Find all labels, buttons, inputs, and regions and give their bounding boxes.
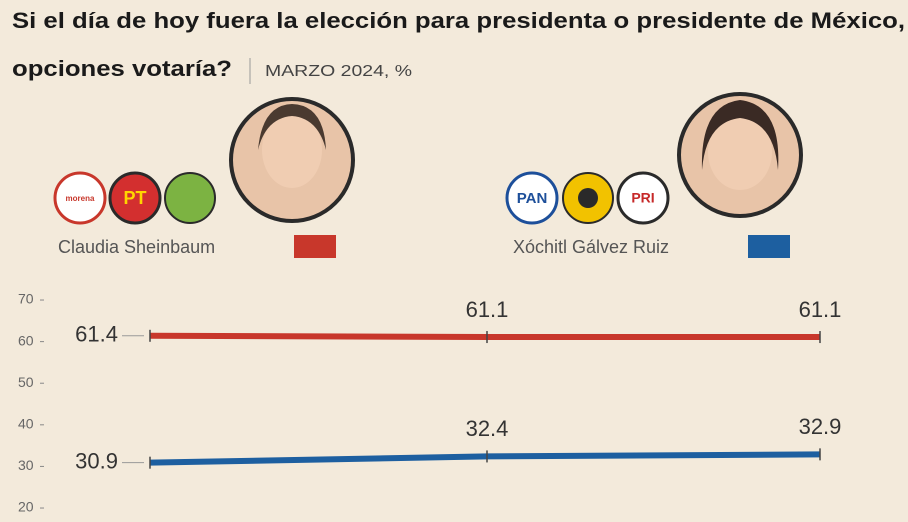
y-tick-label: 20 bbox=[18, 499, 34, 515]
party-logo bbox=[164, 172, 216, 224]
legend-label: Claudia Sheinbaum bbox=[58, 237, 215, 257]
y-tick-label: 30 bbox=[18, 457, 34, 473]
chart-title: Si el día de hoy fuera la elección para … bbox=[12, 8, 905, 33]
party-logo-label: PT bbox=[123, 188, 146, 208]
party-logo bbox=[578, 188, 598, 208]
y-tick-label: 50 bbox=[18, 374, 34, 390]
data-label: 61.1 bbox=[799, 297, 842, 322]
y-tick-label: 40 bbox=[18, 416, 34, 432]
legend-label: Xóchitl Gálvez Ruiz bbox=[513, 237, 669, 257]
party-logo bbox=[505, 171, 559, 225]
party-logo bbox=[53, 171, 107, 225]
chart-title: opciones votaría? bbox=[12, 56, 232, 81]
y-tick-label: 60 bbox=[18, 332, 34, 348]
data-label: 30.9 bbox=[75, 448, 118, 473]
party-logo-label: PAN bbox=[517, 190, 548, 207]
series-line bbox=[149, 451, 821, 466]
chart-subtitle: MARZO 2024, % bbox=[265, 63, 412, 80]
party-logo-label: morena bbox=[66, 194, 95, 203]
data-label: 32.9 bbox=[799, 414, 842, 439]
legend-swatch bbox=[294, 235, 336, 258]
data-label: 61.4 bbox=[75, 322, 118, 347]
candidate-photo bbox=[229, 97, 355, 223]
party-logo bbox=[108, 171, 162, 225]
party-logo bbox=[616, 171, 670, 225]
y-tick-label: 70 bbox=[18, 291, 34, 307]
data-label: 32.4 bbox=[466, 416, 509, 441]
party-logo-label: PRI bbox=[631, 190, 654, 206]
legend-swatch bbox=[748, 235, 790, 258]
series-line bbox=[149, 332, 820, 341]
candidate-photo bbox=[677, 92, 803, 218]
data-label: 61.1 bbox=[466, 297, 509, 322]
